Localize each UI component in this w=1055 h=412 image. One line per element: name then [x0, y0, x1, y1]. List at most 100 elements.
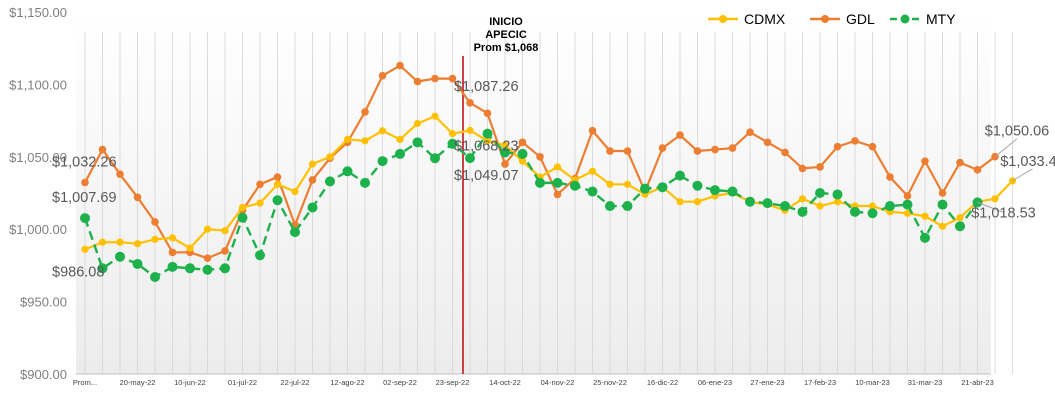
data-point-gdl — [536, 153, 544, 161]
x-tick-label: 04-nov-22 — [541, 378, 575, 387]
data-point-gdl — [623, 147, 632, 155]
data-point-mty — [185, 263, 195, 274]
legend-label: CDMX — [744, 11, 786, 27]
data-point-cdmx — [151, 235, 159, 243]
data-label-gdl: $1,087.26 — [454, 79, 519, 95]
data-point-gdl — [308, 176, 317, 184]
data-point-cdmx — [938, 222, 947, 230]
data-point-cdmx — [273, 180, 282, 188]
data-point-gdl — [256, 180, 264, 189]
x-tick-label: 21-abr-23 — [961, 378, 994, 387]
data-point-mty — [255, 250, 265, 261]
data-point-mty — [640, 183, 650, 194]
data-point-cdmx — [991, 195, 999, 203]
data-point-cdmx — [81, 245, 89, 253]
data-point-cdmx — [956, 214, 964, 222]
data-point-cdmx — [291, 187, 299, 196]
data-point-gdl — [221, 247, 229, 255]
data-point-cdmx — [798, 195, 807, 203]
data-point-cdmx — [921, 212, 929, 220]
data-point-gdl — [431, 74, 439, 83]
data-point-gdl — [98, 145, 107, 154]
data-point-gdl — [851, 137, 859, 145]
data-point-mty — [867, 208, 878, 219]
data-point-gdl — [693, 147, 702, 155]
y-tick-label: $900.00 — [20, 367, 67, 382]
data-point-gdl — [396, 61, 404, 70]
data-point-cdmx — [186, 244, 194, 252]
series-group — [80, 61, 1017, 282]
data-point-mty — [780, 201, 790, 212]
x-tick-label: 20-may-22 — [120, 378, 156, 387]
data-point-gdl — [798, 164, 807, 173]
data-point-mty — [132, 258, 143, 269]
data-point-gdl — [203, 254, 212, 262]
x-tick-label: 17-feb-23 — [804, 378, 836, 387]
legend-label: MTY — [926, 11, 956, 27]
data-point-cdmx — [448, 130, 457, 138]
data-point-mty — [237, 212, 248, 223]
data-point-gdl — [938, 189, 947, 197]
x-tick-label: 14-oct-22 — [489, 378, 521, 387]
data-point-mty — [587, 186, 598, 197]
data-point-mty — [150, 271, 160, 282]
data-point-gdl — [483, 109, 492, 118]
data-point-gdl — [746, 128, 754, 136]
data-point-mty — [500, 147, 510, 158]
data-point-mty — [115, 251, 125, 262]
data-label-mty: $1,049.07 — [454, 168, 519, 184]
data-point-mty — [622, 201, 633, 212]
data-point-cdmx — [256, 199, 264, 207]
data-point-mty — [955, 221, 965, 232]
data-label-mty: $1,018.53 — [971, 205, 1036, 221]
data-point-mty — [745, 196, 755, 207]
data-point-cdmx — [833, 198, 842, 206]
data-point-gdl — [921, 157, 929, 165]
data-point-gdl — [361, 108, 369, 116]
x-tick-label: 16-dic-22 — [647, 378, 678, 387]
data-point-cdmx — [518, 157, 527, 165]
data-point-gdl — [606, 147, 614, 155]
data-point-cdmx — [676, 198, 684, 206]
data-point-mty — [290, 227, 300, 238]
series-mty — [80, 128, 983, 282]
legend: CDMX GDL MTY — [708, 11, 956, 27]
data-point-cdmx — [693, 198, 702, 206]
data-point-cdmx — [203, 225, 212, 233]
x-tick-label: 10-jun-22 — [174, 378, 206, 387]
data-point-mty — [307, 202, 318, 213]
data-point-cdmx — [238, 203, 247, 212]
data-point-mty — [202, 264, 213, 275]
data-point-mty — [465, 153, 475, 164]
x-tick-label: 27-ene-23 — [750, 378, 784, 387]
data-point-cdmx — [816, 202, 824, 210]
legend-swatch-marker — [821, 15, 829, 23]
data-point-mty — [832, 189, 843, 200]
data-point-cdmx — [133, 240, 142, 248]
data-point-mty — [220, 263, 230, 274]
data-point-gdl — [956, 158, 964, 167]
apecic-label-line1: INICIO — [489, 16, 523, 28]
data-point-cdmx — [396, 135, 404, 144]
data-point-cdmx — [326, 153, 334, 161]
data-point-mty — [727, 186, 738, 197]
data-point-mty — [797, 206, 808, 217]
x-tick-label: 23-sep-22 — [436, 378, 470, 387]
x-tick-label: 06-ene-23 — [698, 378, 732, 387]
data-point-mty — [412, 137, 423, 148]
legend-swatch-marker — [719, 15, 727, 23]
data-point-mty — [605, 201, 615, 212]
data-point-gdl — [168, 248, 177, 257]
x-tick-label: 01-jul-22 — [228, 378, 257, 387]
label-leader-line — [977, 201, 1004, 213]
data-point-cdmx — [308, 160, 317, 168]
data-point-gdl — [676, 131, 684, 139]
data-point-mty — [430, 153, 440, 164]
data-label-gdl: $1,032.26 — [52, 154, 117, 170]
data-point-cdmx — [343, 135, 352, 144]
data-point-cdmx — [413, 119, 422, 128]
data-label-cdmx: $1,068.23 — [454, 138, 519, 154]
data-point-cdmx — [483, 137, 492, 145]
data-point-gdl — [448, 74, 457, 83]
data-point-mty — [920, 232, 930, 243]
